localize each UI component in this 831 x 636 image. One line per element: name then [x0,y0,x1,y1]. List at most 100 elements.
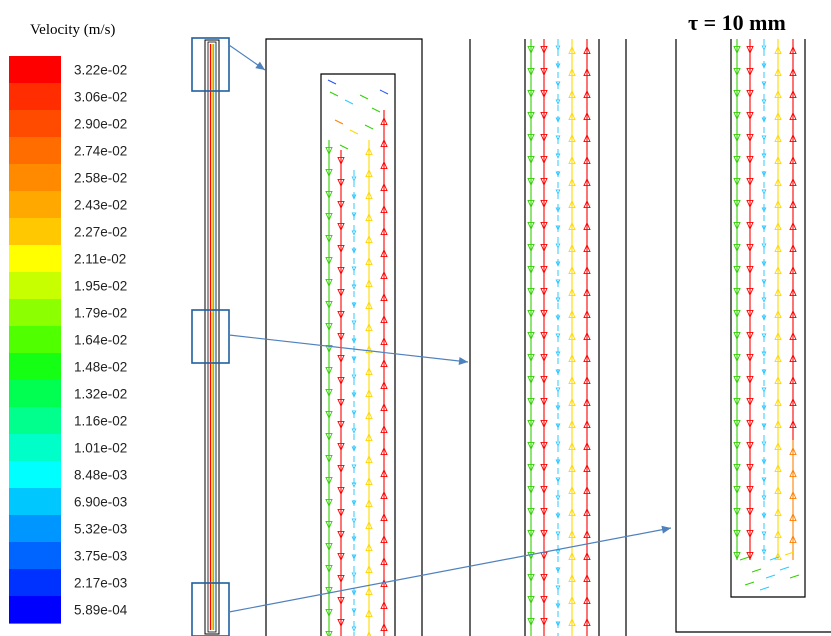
velocity-vector [583,111,591,121]
velocity-vector [337,442,345,452]
velocity-vector [746,419,754,429]
velocity-vector [583,45,591,55]
velocity-vector [365,168,373,178]
velocity-vector [761,423,767,429]
colorbar-swatch [9,164,61,192]
velocity-vector [379,89,389,95]
velocity-vector [568,463,576,473]
velocity-vector [774,463,782,473]
velocity-vector [555,153,561,159]
velocity-vector [779,566,790,571]
velocity-vector [337,266,345,276]
velocity-vector [527,419,535,429]
velocity-vector [746,551,754,561]
velocity-vector [337,288,345,298]
velocity-vector [365,278,373,288]
velocity-vector [583,397,591,407]
velocity-vector [746,287,754,297]
velocity-vector [555,45,561,51]
velocity-vector [527,155,535,165]
velocity-vector [527,485,535,495]
velocity-vector [761,531,767,537]
colorbar-swatch [9,488,61,516]
velocity-vector [733,375,741,385]
velocity-vector [527,199,535,209]
velocity-vector [365,322,373,332]
velocity-vector [527,133,535,143]
velocity-vector [784,551,795,556]
velocity-vector [761,513,767,519]
velocity-vector [746,507,754,517]
velocity-vector [555,171,561,177]
velocity-vector [568,155,576,165]
velocity-vector [761,189,767,195]
colorbar-tick-label: 3.06e-02 [74,90,127,105]
velocity-vector [380,336,388,346]
velocity-vector [365,542,373,552]
colorbar-swatch [9,596,61,624]
velocity-vector [351,302,357,308]
velocity-vector [568,331,576,341]
velocity-vector [527,353,535,363]
colorbar-swatch [9,434,61,462]
velocity-vector [540,397,548,407]
velocity-vector [746,441,754,451]
velocity-vector [568,265,576,275]
velocity-vector [540,595,548,605]
velocity-vector [337,222,345,232]
velocity-vector [583,199,591,209]
velocity-vector [325,366,333,376]
velocity-vector [761,549,767,555]
velocity-vector [555,333,561,339]
velocity-vector [337,332,345,342]
velocity-vector [739,556,750,561]
velocity-vector [555,477,561,483]
velocity-vector [583,595,591,605]
velocity-vector [555,117,561,123]
velocity-vector [746,177,754,187]
colorbar-swatch [9,137,61,165]
velocity-vector [555,99,561,105]
velocity-vector [351,590,357,596]
velocity-vector [774,177,782,187]
colorbar-tick-label: 3.75e-03 [74,549,127,564]
velocity-vector [774,199,782,209]
velocity-vector [789,221,797,231]
velocity-vector [380,446,388,456]
velocity-vector [527,265,535,275]
velocity-vector [761,81,767,87]
velocity-vector [527,67,535,77]
velocity-vector [380,116,388,126]
velocity-vector [555,135,561,141]
velocity-vector [568,89,576,99]
colorbar-tick-label: 2.11e-02 [74,252,126,267]
velocity-vector [365,234,373,244]
velocity-vector [583,507,591,517]
velocity-vector [540,155,548,165]
velocity-vector [789,111,797,121]
velocity-vector [774,155,782,165]
velocity-vector [555,585,561,591]
velocity-vector [568,485,576,495]
velocity-vector [555,279,561,285]
velocity-vector [337,508,345,518]
velocity-vector [337,486,345,496]
velocity-vector [527,573,535,583]
colorbar-tick-label: 1.48e-02 [74,360,127,375]
velocity-vector [761,243,767,249]
velocity-vector [540,309,548,319]
velocity-vector [555,297,561,303]
velocity-vector [540,89,548,99]
velocity-vector [351,176,357,182]
velocity-vector [746,133,754,143]
channel-outer-wall [204,39,220,635]
velocity-vector [761,315,767,321]
velocity-vector [733,45,741,55]
velocity-vector [568,419,576,429]
velocity-vector [351,320,357,326]
colorbar-tick-label: 6.90e-03 [74,495,127,510]
velocity-vector [789,67,797,77]
colorbar-title: Velocity (m/s) [30,22,116,38]
velocity-vector [351,266,357,272]
